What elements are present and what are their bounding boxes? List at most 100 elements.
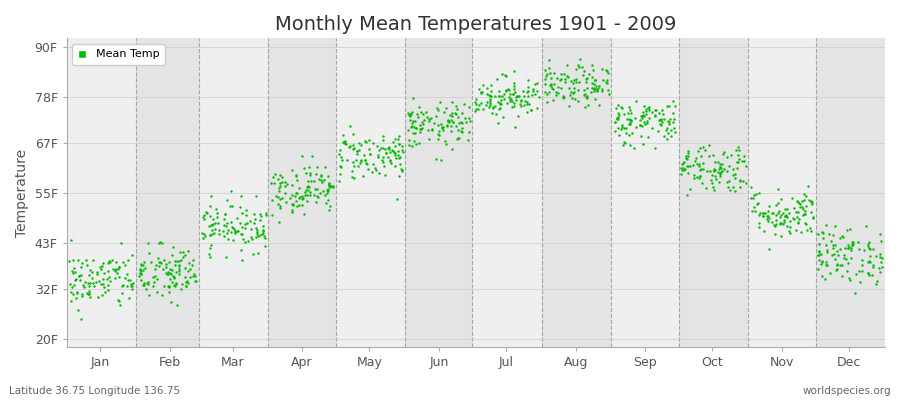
Point: [693, 167, 707, 174]
Point: [353, 160, 367, 166]
Point: [619, 116, 634, 122]
Point: [503, 96, 517, 102]
Point: [321, 181, 336, 187]
Point: [391, 135, 405, 142]
Point: [750, 201, 764, 207]
Point: [622, 116, 636, 122]
Point: [366, 140, 381, 146]
Point: [660, 125, 674, 132]
Point: [752, 210, 767, 216]
Point: [202, 250, 216, 257]
Point: [545, 86, 560, 92]
Point: [511, 112, 526, 119]
Point: [705, 180, 719, 186]
Point: [493, 105, 508, 112]
Point: [350, 148, 365, 154]
Point: [246, 251, 260, 257]
Point: [711, 169, 725, 176]
Point: [309, 199, 323, 205]
Point: [837, 255, 851, 261]
Point: [659, 127, 673, 134]
Point: [362, 146, 376, 152]
Point: [300, 169, 314, 176]
Point: [219, 254, 233, 260]
Point: [693, 173, 707, 180]
Point: [550, 74, 564, 81]
Point: [391, 196, 405, 202]
Point: [392, 155, 407, 161]
Point: [551, 84, 565, 90]
Point: [717, 166, 732, 172]
Point: [256, 227, 270, 233]
Point: [86, 274, 100, 281]
Point: [257, 243, 272, 249]
Point: [639, 106, 653, 112]
Point: [342, 144, 356, 150]
Point: [102, 274, 116, 280]
Point: [274, 174, 289, 180]
Point: [274, 195, 289, 201]
Point: [797, 220, 812, 226]
Point: [680, 170, 695, 176]
Point: [177, 265, 192, 271]
Point: [384, 147, 399, 153]
Point: [521, 83, 535, 90]
Point: [508, 97, 523, 104]
Point: [346, 146, 360, 152]
Point: [157, 283, 171, 289]
Point: [485, 104, 500, 110]
Point: [490, 76, 504, 82]
Point: [414, 109, 428, 115]
Point: [300, 184, 314, 190]
Point: [580, 75, 594, 81]
Point: [346, 142, 360, 148]
Point: [529, 104, 544, 111]
Point: [271, 176, 285, 182]
Point: [501, 86, 516, 93]
Point: [846, 238, 860, 245]
Point: [233, 231, 248, 238]
Point: [151, 255, 166, 261]
Point: [834, 233, 849, 239]
Point: [851, 268, 866, 274]
Point: [675, 161, 689, 168]
Point: [371, 152, 385, 158]
Point: [501, 94, 516, 100]
Point: [694, 153, 708, 160]
Point: [140, 278, 155, 285]
Point: [743, 195, 758, 201]
Point: [771, 208, 786, 214]
Point: [505, 104, 519, 110]
Point: [273, 205, 287, 211]
Point: [839, 256, 853, 262]
Point: [520, 99, 535, 105]
Point: [774, 196, 788, 203]
Point: [756, 210, 770, 216]
Point: [126, 280, 140, 286]
Point: [756, 213, 770, 220]
Point: [834, 273, 849, 280]
Point: [844, 239, 859, 246]
Point: [462, 115, 476, 122]
Point: [64, 298, 78, 304]
Point: [207, 226, 221, 233]
Point: [488, 103, 502, 109]
Point: [183, 266, 197, 272]
Point: [475, 82, 490, 88]
Point: [317, 176, 331, 183]
Point: [324, 183, 338, 189]
Point: [64, 289, 78, 295]
Point: [542, 56, 556, 63]
Point: [403, 117, 418, 124]
Point: [320, 188, 335, 194]
Point: [469, 106, 483, 112]
Point: [68, 269, 82, 276]
Point: [304, 178, 319, 184]
Point: [778, 213, 792, 219]
Point: [804, 228, 818, 234]
Point: [688, 158, 702, 164]
Point: [662, 103, 676, 110]
Point: [430, 122, 445, 128]
Point: [80, 262, 94, 268]
Point: [217, 211, 231, 218]
